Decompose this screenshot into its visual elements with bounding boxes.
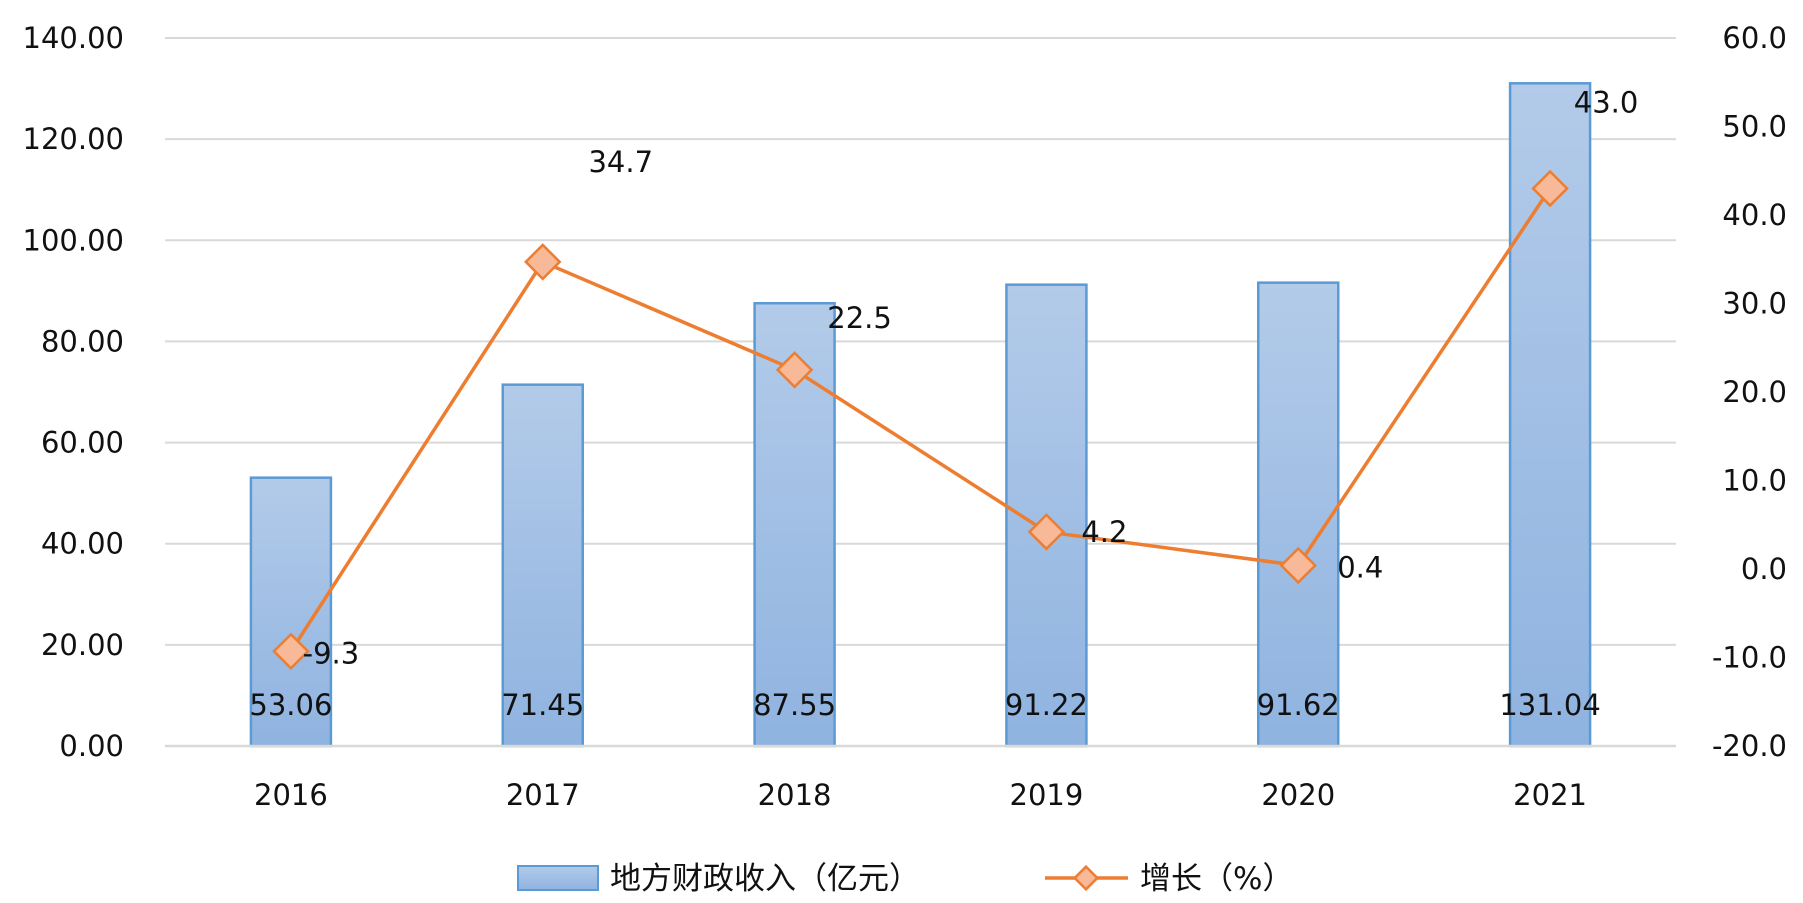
- bar-data-label: 71.45: [501, 688, 584, 722]
- growth-line: [289, 187, 1552, 653]
- bar: [501, 383, 584, 748]
- right-tick-label: 30.0: [1722, 287, 1787, 321]
- line-marker: [524, 243, 562, 281]
- left-tick-label: 80.00: [41, 324, 124, 358]
- left-axis: 0.00 20.00 40.00 60.00 80.00 100.00 120.00 140.…: [23, 21, 124, 763]
- x-tick-label: 2020: [1261, 778, 1335, 812]
- right-axis: -20.0 -10.0 0.0 10.0 20.0 30.0 40.0 50.0 60.0: [1712, 21, 1787, 763]
- left-tick-label: 120.00: [23, 122, 124, 156]
- right-tick-label: 0.0: [1741, 552, 1787, 586]
- left-tick-label: 60.00: [41, 426, 124, 460]
- line-data-label: -9.3: [303, 636, 360, 670]
- grid: [165, 37, 1676, 747]
- left-tick-label: 0.00: [59, 729, 124, 763]
- x-tick-label: 2018: [758, 778, 832, 812]
- right-tick-label: 60.0: [1722, 21, 1787, 55]
- left-tick-label: 100.00: [23, 223, 124, 257]
- line-data-label: 22.5: [827, 301, 892, 335]
- line-marker: [1279, 546, 1317, 585]
- x-tick-label: 2021: [1513, 778, 1587, 812]
- x-axis: 2016 2017 2018 2019 2020 2021: [165, 744, 1676, 812]
- bar: [1257, 281, 1340, 748]
- legend-bar-swatch: [517, 865, 599, 891]
- left-tick-label: 140.00: [23, 21, 124, 55]
- legend-line-marker-icon: [1072, 864, 1100, 892]
- right-tick-label: -20.0: [1712, 729, 1787, 763]
- right-tick-label: 10.0: [1722, 464, 1787, 498]
- right-tick-label: -10.0: [1712, 641, 1787, 675]
- x-tick-label: 2019: [1010, 778, 1084, 812]
- line-data-label: 0.4: [1337, 550, 1383, 584]
- left-tick-label: 20.00: [41, 628, 124, 662]
- right-tick-label: 40.0: [1722, 198, 1787, 232]
- line-series: -9.3 34.7 22.5 4.2 0.4 43.0: [272, 85, 1639, 671]
- line-data-label: 34.7: [588, 145, 653, 179]
- legend-line-label: 增长（%）: [1140, 861, 1293, 897]
- bar-data-label: 87.55: [753, 688, 836, 722]
- bar-data-label: 91.22: [1005, 688, 1088, 722]
- right-tick-label: 50.0: [1722, 110, 1787, 144]
- left-tick-label: 40.00: [41, 527, 124, 561]
- bar-data-label: 91.62: [1257, 688, 1340, 722]
- line-data-label: 43.0: [1574, 85, 1639, 119]
- line-marker: [1027, 513, 1066, 551]
- x-tick-label: 2016: [254, 778, 328, 812]
- x-tick-label: 2017: [506, 778, 580, 812]
- right-tick-label: 20.0: [1722, 375, 1787, 409]
- line-marker: [1531, 169, 1569, 208]
- line-marker: [272, 632, 310, 671]
- bar-data-label: 131.04: [1499, 688, 1600, 722]
- legend: 地方财政收入（亿元） 增长（%）: [517, 861, 1293, 897]
- line-marker: [775, 351, 814, 389]
- bar-data-label: 53.06: [249, 688, 332, 722]
- legend-bar-label: 地方财政收入（亿元）: [610, 861, 920, 897]
- line-data-label: 4.2: [1081, 515, 1127, 549]
